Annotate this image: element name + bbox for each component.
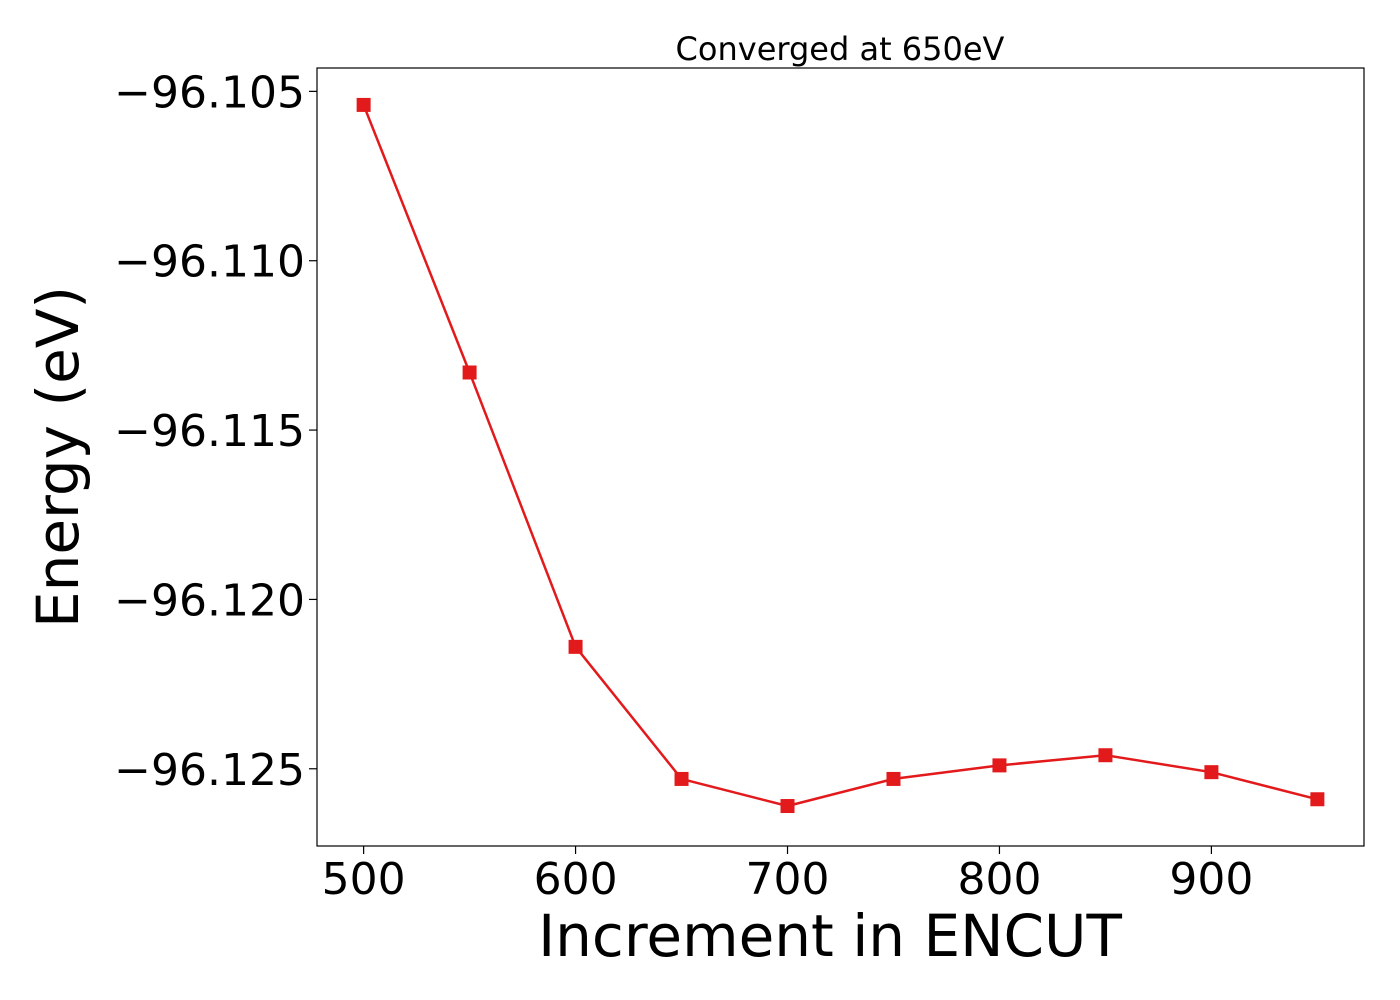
y-tick-label: −96.120 xyxy=(114,575,305,626)
x-tick-label: 700 xyxy=(746,854,830,905)
data-point-marker xyxy=(674,771,689,786)
data-point-marker xyxy=(1204,765,1219,780)
chart-title: Converged at 650eV xyxy=(676,30,1005,68)
plot-area: 500 600 700 800 900 −96.105−96.110−96.115−96… xyxy=(114,67,1365,905)
x-axis-label: Increment in ENCUT xyxy=(538,902,1122,970)
x-tick-label: 800 xyxy=(957,854,1041,905)
x-tick-label: 500 xyxy=(322,854,406,905)
plot-frame xyxy=(316,67,1365,847)
data-point-marker xyxy=(992,758,1007,773)
x-tick-label: 600 xyxy=(534,854,618,905)
data-point-marker xyxy=(1098,748,1113,763)
data-point-marker xyxy=(356,97,371,112)
series-line xyxy=(362,104,1318,808)
series-layer xyxy=(356,97,1325,814)
y-axis: −96.105 −96.110 −96.115 −96.120 −96.125 xyxy=(114,67,317,796)
data-point-marker xyxy=(1310,792,1325,807)
y-tick-label: −96.110 xyxy=(114,237,305,288)
data-point-marker xyxy=(568,639,583,654)
x-axis: 500 600 700 800 900 xyxy=(322,846,1253,905)
y-axis-label: Energy (eV) xyxy=(24,286,92,628)
y-tick-label: −96.105 xyxy=(114,67,305,118)
x-tick-label: 900 xyxy=(1169,854,1253,905)
data-point-marker xyxy=(462,365,477,380)
y-tick-label: −96.125 xyxy=(114,745,305,796)
data-point-marker xyxy=(886,771,901,786)
data-point-marker xyxy=(780,799,795,814)
y-tick-label: −96.115 xyxy=(114,406,305,457)
